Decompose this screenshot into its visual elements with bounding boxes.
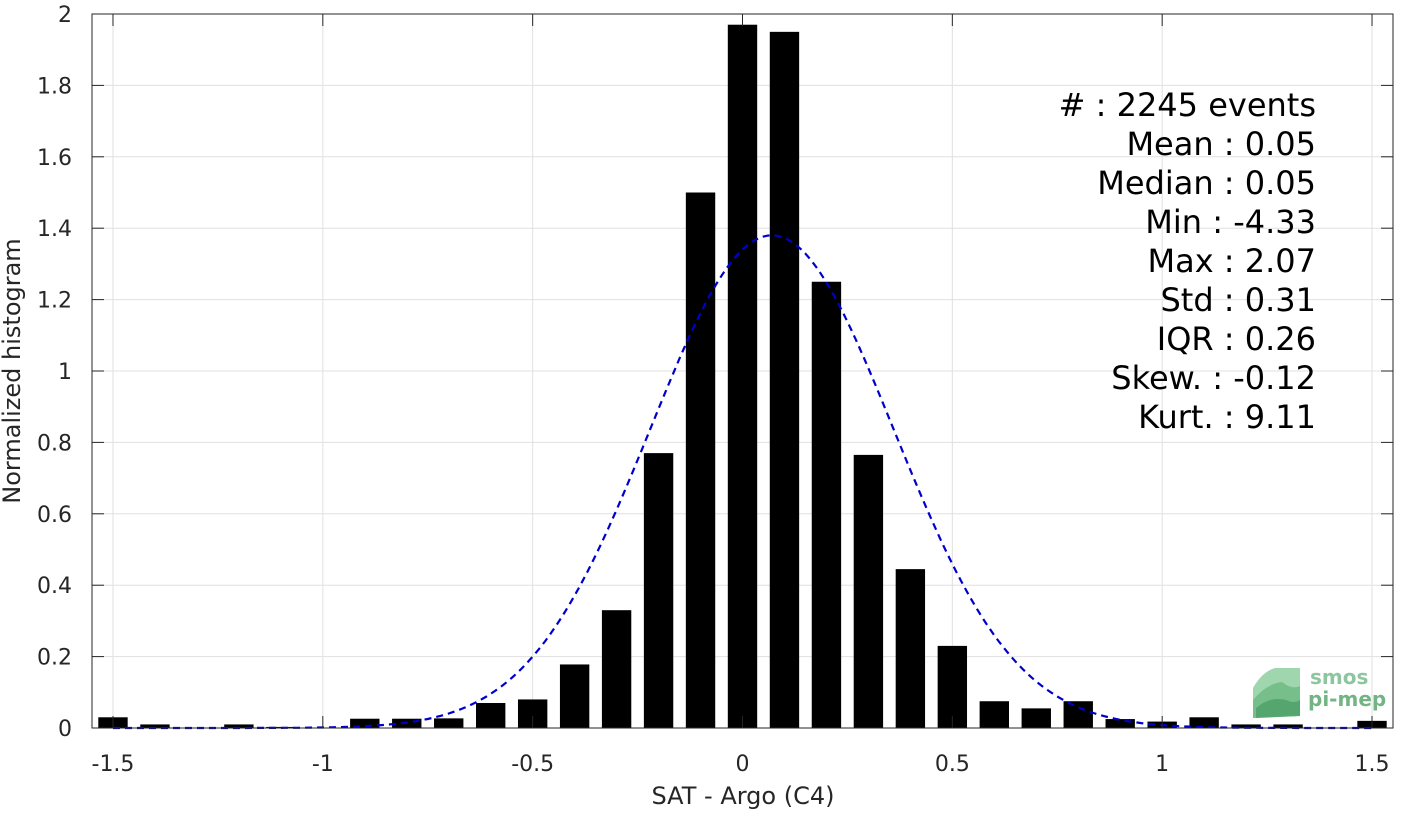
wave-logo-icon [1253, 668, 1300, 718]
histogram-bar-27 [1231, 724, 1261, 728]
histogram-bar-8 [434, 718, 464, 728]
x-tick-label-5: 1 [1155, 752, 1169, 777]
histogram-bar-17 [811, 281, 842, 728]
logo-text-pimep: pi-mep [1308, 687, 1386, 711]
y-tick-label-1: 0.2 [37, 646, 72, 671]
stat-row-1: Mean : 0.05 [1126, 125, 1316, 163]
stat-row-4: Max : 2.07 [1147, 242, 1316, 280]
histogram-bar-18 [853, 454, 884, 728]
histogram-bar-6 [350, 718, 380, 728]
histogram-bar-3 [224, 724, 254, 728]
smos-pimep-logo: smos pi-mep [1253, 665, 1386, 718]
y-tick-label-7: 1.4 [37, 217, 72, 242]
stat-row-0: # : 2245 events [1059, 86, 1316, 124]
histogram-bar-14 [685, 192, 716, 728]
histogram-bar-22 [1021, 708, 1051, 728]
histogram-bar-23 [1063, 701, 1093, 728]
y-tick-label-10: 2 [58, 3, 72, 28]
histogram-bar-16 [769, 31, 800, 729]
histogram-bar-21 [979, 701, 1009, 728]
y-tick-label-2: 0.4 [37, 574, 72, 599]
y-tick-label-9: 1.8 [37, 74, 72, 99]
y-tick-label-6: 1.2 [37, 289, 72, 314]
stat-row-2: Median : 0.05 [1097, 164, 1316, 202]
x-tick-label-3: 0 [736, 752, 750, 777]
logo-text-smos: smos [1310, 665, 1368, 689]
y-tick-label-8: 1.6 [37, 146, 72, 171]
histogram-bar-15 [727, 24, 758, 728]
stat-row-8: Kurt. : 9.11 [1138, 398, 1316, 436]
histogram-bar-28 [1273, 724, 1303, 728]
x-tick-label-6: 1.5 [1355, 752, 1390, 777]
stat-row-6: IQR : 0.26 [1157, 320, 1316, 358]
x-tick-label-0: -1.5 [92, 752, 135, 777]
histogram-bar-20 [937, 645, 968, 728]
y-tick-label-3: 0.6 [37, 503, 72, 528]
y-tick-label-5: 1 [58, 360, 72, 385]
x-axis-label: SAT - Argo (C4) [652, 782, 835, 810]
histogram-bar-26 [1189, 717, 1219, 728]
x-tick-label-2: -0.5 [511, 752, 554, 777]
histogram-bar-4 [266, 726, 296, 728]
axes-frame [91, 13, 1394, 729]
x-tick-label-4: 0.5 [935, 752, 970, 777]
stat-row-3: Min : -4.33 [1145, 203, 1316, 241]
histogram-bar-24 [1105, 719, 1135, 728]
tick-labels: -1.5 -1 -0.5 0 0.5 1 1.5 0 0.2 0.4 0.6 0.8 1 1.2 1.4 1.… [37, 3, 1390, 777]
y-tick-label-4: 0.8 [37, 431, 72, 456]
histogram-bar-19 [895, 569, 926, 728]
stat-row-5: Std : 0.31 [1160, 281, 1316, 319]
histogram-bar-11 [559, 664, 590, 728]
histogram-bar-1 [140, 724, 170, 728]
bars [98, 24, 1387, 729]
histogram-bar-9 [476, 703, 506, 728]
y-axis-label: Normalized histogram [0, 238, 26, 503]
histogram-bar-13 [643, 453, 674, 728]
stat-row-7: Skew. : -0.12 [1111, 359, 1316, 397]
x-tick-label-1: -1 [312, 752, 334, 777]
y-tick-label-0: 0 [58, 717, 72, 742]
histogram-bar-12 [601, 610, 632, 728]
